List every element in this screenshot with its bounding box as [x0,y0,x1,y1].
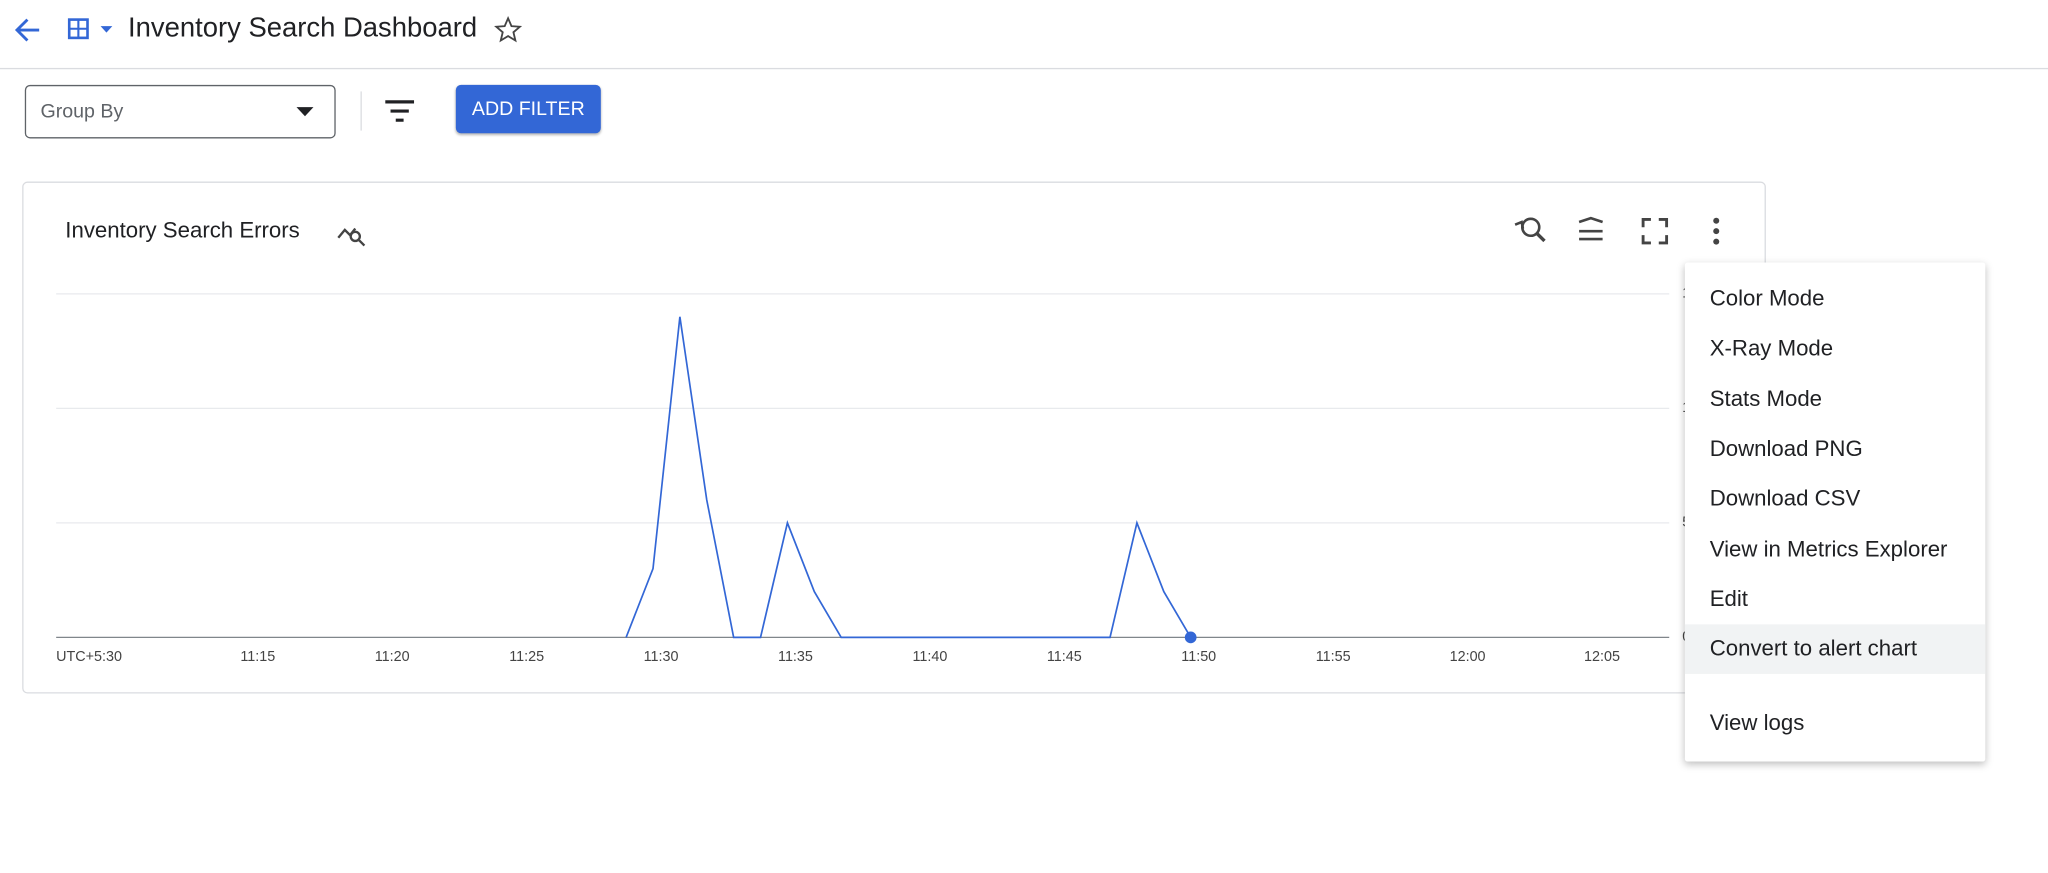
divider [360,91,362,131]
x-tick-label: 12:05 [1584,649,1620,665]
x-tick-label: 11:45 [1047,649,1082,665]
x-tick-label: 12:00 [1450,649,1486,665]
series-line [625,316,1192,639]
menu-item[interactable]: Edit [1709,586,1748,611]
chart-menu: Color Mode X-Ray Mode Stats Mode Download P… [1684,262,1986,762]
menu-item[interactable]: Convert to alert chart [1684,624,1986,675]
menu-item[interactable]: Color Mode [1709,286,1825,311]
menu-item[interactable]: View in Metrics Explorer [1709,536,1948,561]
x-tick-label: 11:55 [1316,649,1351,665]
explore-icon[interactable] [336,217,367,248]
group-by-select[interactable]: Group By [24,84,336,139]
legend-button[interactable] [1578,216,1604,241]
x-tick-label: 11:30 [644,649,679,665]
chart-title: Inventory Search Errors [65,218,300,243]
top-bar: Inventory Search Dashboard [0,0,2048,70]
x-tick-label: 11:35 [778,649,813,665]
menu-item[interactable]: X-Ray Mode [1709,336,1834,361]
dashboard-title: Inventory Search Dashboard [127,13,478,44]
menu-item[interactable]: Download PNG [1709,436,1863,461]
add-filter-button[interactable]: ADD FILTER [455,84,601,134]
star-button[interactable] [494,15,523,45]
reset-zoom-button[interactable] [1514,217,1546,243]
more-button[interactable] [1713,217,1720,245]
x-tick-label: 11:50 [1181,649,1216,665]
back-button[interactable] [10,13,44,47]
x-tick-label: 11:15 [240,649,275,665]
fullscreen-button[interactable] [1641,217,1669,245]
x-tick-label: 11:40 [912,649,947,665]
chart-actions [1514,216,1720,245]
x-tick-label: 11:20 [375,649,410,665]
dropdown-caret [296,107,314,117]
menu-item[interactable]: View logs [1709,711,1805,736]
group-by-label: Group By [40,100,124,123]
hover-point [1184,631,1197,644]
x-tick-label: 11:25 [509,649,544,665]
dashboard-picker[interactable] [65,16,120,45]
filter-icon[interactable] [383,97,417,126]
x-axis-label: UTC+5:30 [56,649,122,665]
menu-item[interactable]: Download CSV [1709,486,1861,511]
menu-item[interactable]: Stats Mode [1709,386,1823,411]
